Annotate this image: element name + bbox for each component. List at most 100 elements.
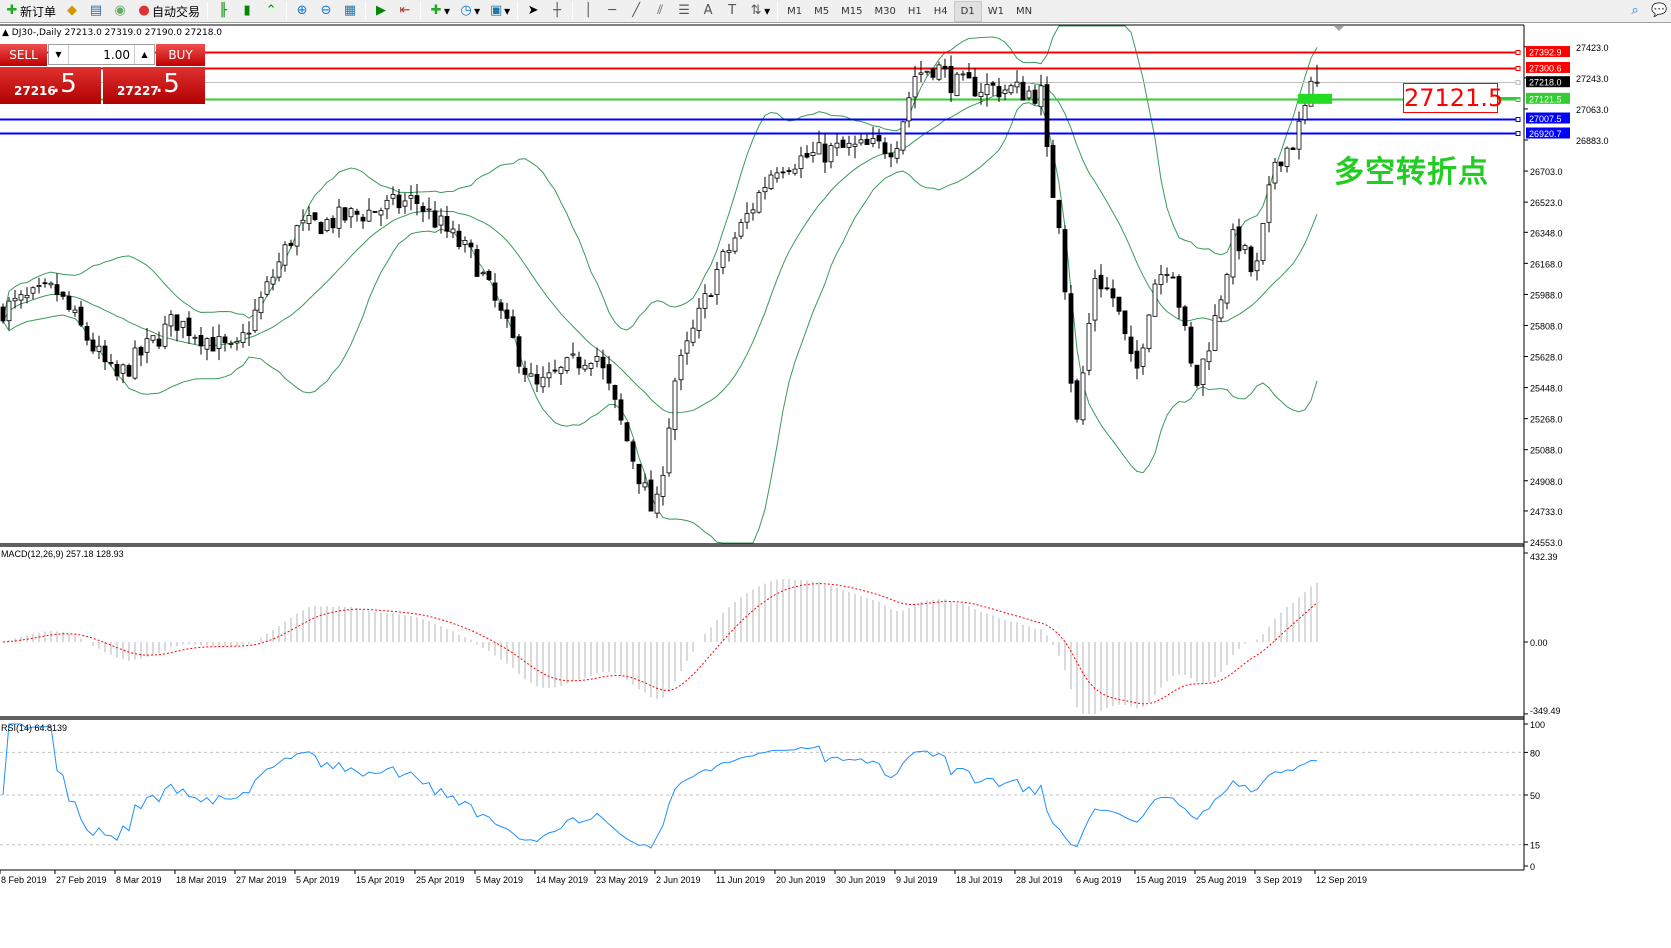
candle-body bbox=[738, 222, 744, 237]
price-tick-label: 27063.0 bbox=[1576, 105, 1609, 115]
cursor-button[interactable]: ➤ bbox=[521, 1, 545, 22]
zoom-out-button[interactable]: ⊖ bbox=[314, 1, 338, 22]
timeframe-h1[interactable]: H1 bbox=[907, 5, 922, 17]
candlestick-button[interactable]: ▮ bbox=[235, 1, 259, 22]
candle bbox=[84, 322, 90, 346]
candle-body bbox=[1140, 347, 1146, 367]
volume-increase-button[interactable]: ▲ bbox=[134, 45, 154, 64]
text-button[interactable]: A bbox=[696, 1, 720, 22]
timeframe-m15[interactable]: M15 bbox=[841, 5, 863, 17]
candle bbox=[1068, 284, 1074, 393]
timeframe-d1[interactable]: D1 bbox=[953, 0, 982, 22]
collapse-icon[interactable]: ▲ bbox=[2, 28, 12, 38]
auto-trading-button[interactable]: ● 自动交易 bbox=[132, 1, 204, 22]
candle-body bbox=[1254, 260, 1260, 272]
candle bbox=[600, 349, 606, 380]
candle-body bbox=[624, 422, 630, 442]
volume-input[interactable]: 1.00 bbox=[103, 47, 130, 62]
candle-body bbox=[72, 309, 78, 313]
buy-button[interactable]: BUY bbox=[156, 44, 205, 66]
candle bbox=[1266, 175, 1272, 233]
indicators-button[interactable]: ✚ ▾ bbox=[424, 1, 454, 22]
candle bbox=[102, 339, 108, 371]
candle bbox=[1140, 343, 1146, 375]
candle-body bbox=[450, 228, 456, 234]
candle bbox=[1122, 310, 1128, 341]
timeframe-m30[interactable]: M30 bbox=[874, 5, 896, 17]
arrows-button[interactable]: ⇅ ▾ bbox=[744, 1, 774, 22]
search-button[interactable]: ⌕ bbox=[1623, 1, 1647, 22]
level-marker bbox=[1298, 93, 1332, 104]
candle bbox=[822, 133, 828, 173]
time-tick-label: 18 Jul 2019 bbox=[956, 875, 1003, 885]
sell-price-button[interactable]: 27216 .5 bbox=[0, 67, 101, 104]
candle bbox=[1020, 76, 1026, 101]
time-tick-label: 25 Aug 2019 bbox=[1196, 875, 1247, 885]
chart-shift-button[interactable]: ⇤ bbox=[393, 1, 417, 22]
horizontal-line-button[interactable]: ─ bbox=[600, 1, 624, 22]
candle-body bbox=[654, 493, 660, 514]
text-label-button[interactable]: T bbox=[720, 1, 744, 22]
volume-decrease-button[interactable]: ▼ bbox=[49, 45, 69, 64]
candle-body bbox=[108, 362, 114, 364]
volume-stepper[interactable]: ▼ 1.00 ▲ bbox=[48, 44, 155, 65]
price-annotation-box[interactable]: 27121.5 bbox=[1403, 83, 1504, 113]
periods-button[interactable]: ◷ ▾ bbox=[454, 1, 484, 22]
sell-price-frac: .5 bbox=[52, 69, 77, 99]
candle bbox=[132, 340, 138, 380]
macd-tick-label: 0.00 bbox=[1530, 638, 1548, 648]
tile-windows-button[interactable]: ▦ bbox=[338, 1, 362, 22]
price-tick-label: 25268.0 bbox=[1530, 415, 1563, 425]
candle-body bbox=[138, 346, 144, 356]
history-center-button[interactable]: ▤ bbox=[84, 1, 108, 22]
text-icon: A bbox=[703, 3, 713, 18]
timeframe-mn[interactable]: MN bbox=[1015, 5, 1033, 17]
candle-body bbox=[966, 72, 972, 79]
zoom-in-button[interactable]: ⊕ bbox=[290, 1, 314, 22]
fibonacci-button[interactable]: ☰ bbox=[672, 1, 696, 22]
vertical-line-button[interactable]: │ bbox=[576, 1, 600, 22]
timeframe-h4[interactable]: H4 bbox=[933, 5, 948, 17]
experts-button[interactable]: ◆ bbox=[60, 1, 84, 22]
equidistant-channel-button[interactable]: ⫽ bbox=[648, 1, 672, 22]
new-order-button[interactable]: ✚ 新订单 bbox=[0, 1, 60, 22]
candle bbox=[384, 195, 390, 220]
timeframe-w1[interactable]: W1 bbox=[987, 5, 1004, 17]
bar-chart-button[interactable]: ╟ bbox=[211, 1, 235, 22]
candle-body bbox=[618, 399, 624, 421]
chart-shift-icon: ⇤ bbox=[399, 3, 411, 18]
turning-point-annotation[interactable]: 多空转折点 bbox=[1334, 155, 1489, 190]
trendline-button[interactable]: ╱ bbox=[624, 1, 648, 22]
signals-button[interactable]: ◉ bbox=[108, 1, 132, 22]
candle bbox=[720, 249, 726, 275]
price-tick-label: 26703.0 bbox=[1530, 167, 1563, 177]
line-chart-button[interactable]: ⌃ bbox=[259, 1, 283, 22]
sell-button[interactable]: SELL bbox=[0, 44, 47, 66]
buy-price-button[interactable]: 27227 .5 bbox=[103, 67, 205, 104]
templates-button[interactable]: ▣ ▾ bbox=[489, 3, 511, 18]
crosshair-button[interactable]: ┼ bbox=[545, 1, 569, 22]
candle bbox=[684, 331, 690, 365]
candle-body bbox=[12, 297, 18, 302]
chat-button[interactable]: 💬 bbox=[1647, 1, 1671, 22]
timeframe-m5[interactable]: M5 bbox=[814, 5, 830, 17]
candle bbox=[348, 206, 354, 228]
price-tick-label: 26348.0 bbox=[1530, 228, 1563, 238]
candle-body bbox=[810, 152, 816, 156]
candle-body bbox=[144, 338, 150, 353]
autoscroll-button[interactable]: ▶ bbox=[369, 1, 393, 22]
text-label-icon: T bbox=[728, 3, 737, 18]
candle bbox=[1194, 364, 1200, 389]
candle-body bbox=[906, 97, 912, 122]
timeframe-m1[interactable]: M1 bbox=[787, 5, 803, 17]
candle-body bbox=[888, 152, 894, 158]
candle-body bbox=[948, 66, 954, 94]
candle bbox=[1152, 279, 1158, 317]
candle-body bbox=[1032, 89, 1038, 104]
candle bbox=[258, 291, 264, 320]
candle bbox=[1278, 161, 1284, 172]
level-anchor bbox=[1515, 50, 1521, 55]
candle-body bbox=[1056, 199, 1062, 229]
candle-body bbox=[0, 306, 6, 322]
